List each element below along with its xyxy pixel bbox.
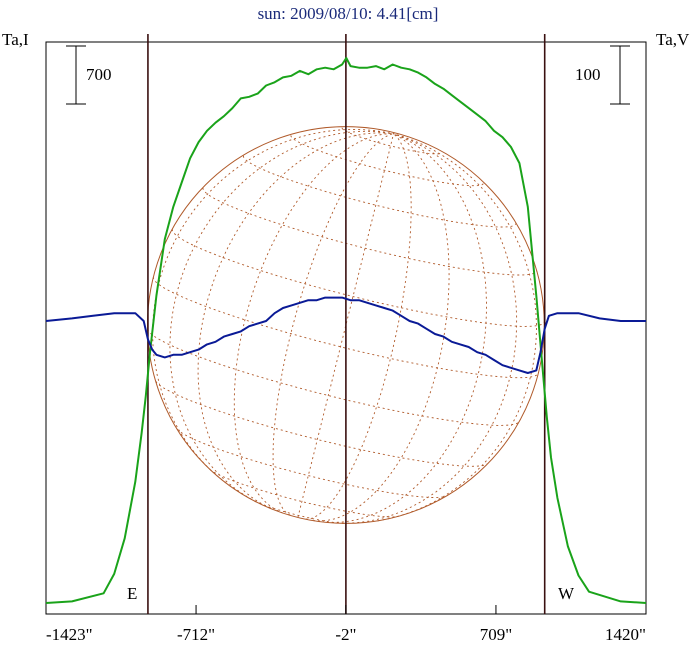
right-scale-value: 100 (575, 65, 601, 84)
longitude-line (326, 133, 487, 523)
x-axis-ticks: -1423" -712" -2" 709" 1420" (45, 605, 647, 644)
left-axis-label: Ta,I (2, 30, 29, 49)
latitude-line (147, 329, 520, 426)
chart-title: sun: 2009/08/10: 4.41[cm] (258, 4, 439, 23)
series-lines (45, 57, 647, 604)
longitude-line (305, 133, 412, 520)
longitude-line (377, 133, 537, 522)
latitude-line (176, 428, 447, 498)
limb-label-west: W (558, 584, 575, 603)
left-scale-value: 700 (86, 65, 112, 84)
left-scale-bar: 700 (66, 45, 112, 105)
latitude-line (155, 381, 488, 467)
latitude-line (209, 469, 399, 518)
right-axis-label: Ta,V (656, 30, 690, 49)
longitude-line (233, 133, 394, 514)
longitude-line (197, 132, 394, 509)
right-scale-bar: 100 (575, 45, 630, 105)
longitude-line (152, 129, 394, 484)
x-tick-label: -1423" (46, 625, 93, 644)
latitude-line (243, 155, 517, 228)
series-line-stokes-i (45, 57, 647, 604)
x-tick-label: -712" (177, 625, 215, 644)
latitude-line (171, 229, 545, 327)
latitude-line (290, 135, 484, 187)
x-tick-label: 709" (480, 625, 512, 644)
longitude-line (342, 133, 518, 524)
longitude-line (272, 133, 394, 516)
latitude-line (202, 187, 537, 276)
x-tick-label: -2" (335, 625, 356, 644)
longitude-line (169, 130, 394, 503)
limb-lines (147, 34, 546, 614)
series-line-stokes-v (45, 296, 646, 374)
longitude-line (313, 133, 450, 522)
limb-label-east: E (127, 584, 137, 603)
longitude-line (297, 133, 395, 518)
title: sun: 2009/08/10: 4.41[cm] (258, 4, 439, 23)
x-tick-label: 1420" (605, 625, 646, 644)
